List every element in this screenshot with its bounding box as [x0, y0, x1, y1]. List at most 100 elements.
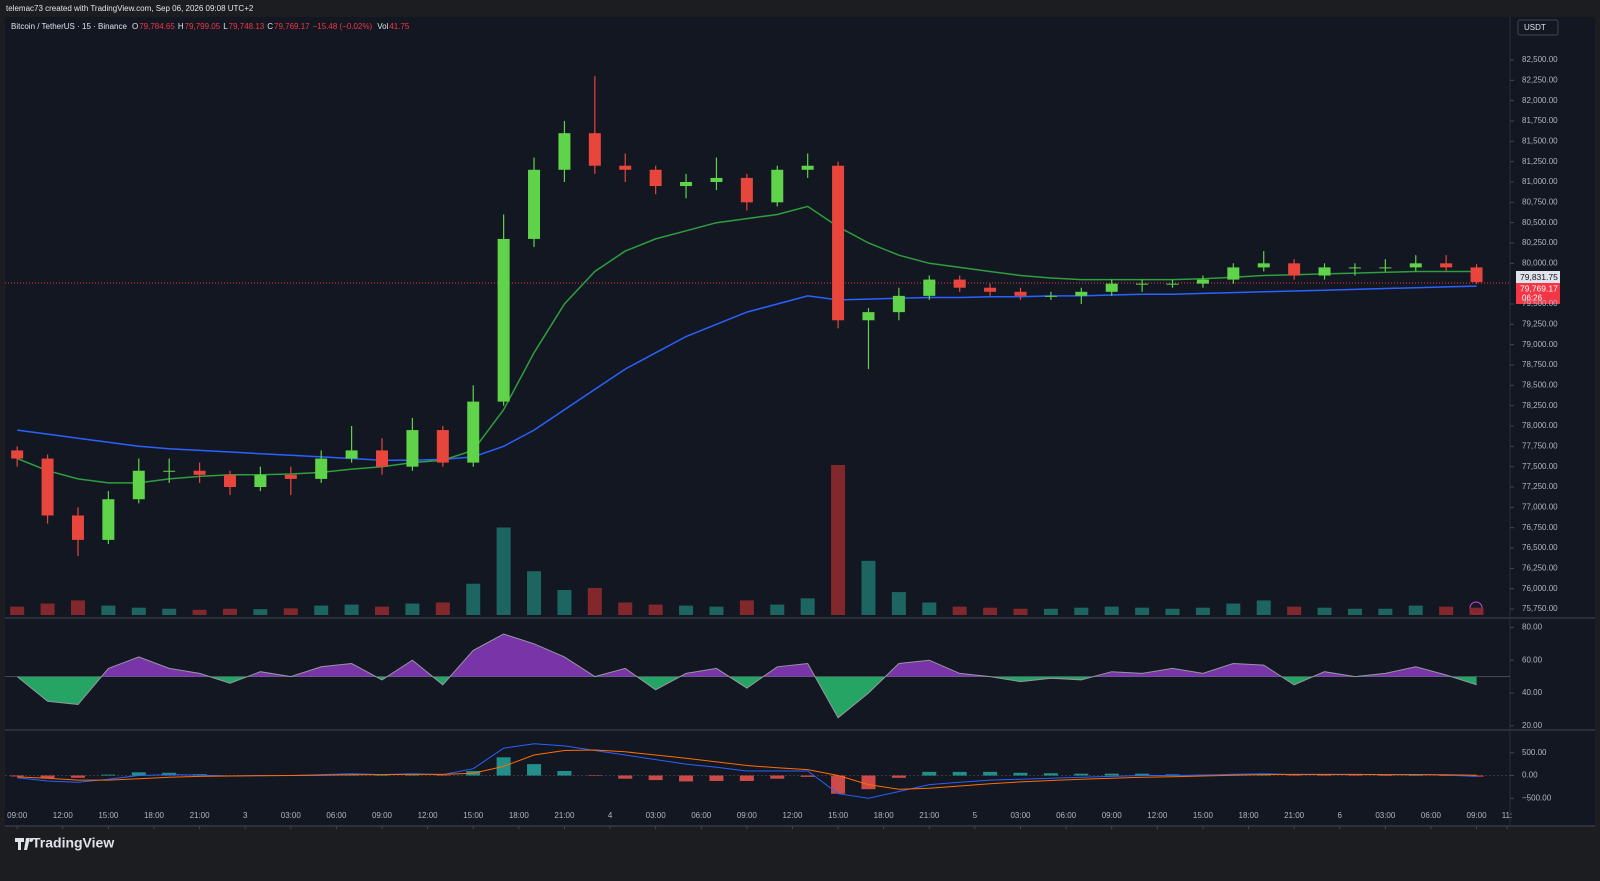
- candle-body: [892, 295, 905, 313]
- volume-bar: [1074, 607, 1089, 615]
- volume-bar: [800, 598, 815, 615]
- volume-bar: [922, 602, 937, 615]
- macd-histogram: [679, 775, 694, 782]
- x-tick-label: 5: [973, 811, 978, 820]
- ohlc-value: 79,799.05: [185, 22, 221, 31]
- chart-area: [5, 17, 1510, 825]
- macd-histogram: [861, 775, 876, 790]
- volume-bar: [861, 560, 876, 615]
- candle-body: [649, 169, 662, 187]
- volume-bar: [1439, 606, 1454, 615]
- y-tick-label: 20.00: [1522, 721, 1543, 730]
- candle-body: [1409, 263, 1422, 268]
- last-value-tag: 79,831.75: [1520, 272, 1558, 282]
- ohlc-value: 79,748.13: [229, 22, 265, 31]
- volume-bar: [192, 609, 207, 615]
- volume-bar: [891, 592, 906, 615]
- candle-body: [984, 287, 997, 292]
- x-tick-label: 18:00: [1239, 811, 1260, 820]
- symbol: Bitcoin / TetherUS · 15 · Binance: [11, 22, 127, 31]
- volume-bar: [283, 608, 298, 615]
- y-tick-label: 78,000.00: [1522, 421, 1558, 430]
- y-tick-label: 80,000.00: [1522, 258, 1558, 267]
- candle-body: [1379, 267, 1392, 269]
- volume-bar: [1256, 600, 1271, 615]
- volume-bar: [952, 606, 967, 615]
- volume-bar: [1347, 608, 1362, 615]
- macd-histogram: [101, 774, 116, 776]
- x-tick-label: 06:00: [691, 811, 712, 820]
- x-tick-label: 03:00: [646, 811, 667, 820]
- volume-bar: [618, 602, 633, 615]
- candle-body: [497, 238, 510, 402]
- x-tick-label: 21:00: [1284, 811, 1305, 820]
- candle-body: [1044, 295, 1057, 297]
- x-tick-label: 12:00: [1147, 811, 1168, 820]
- price-tag: 79,769.17: [1520, 283, 1558, 293]
- candle-body: [1348, 267, 1361, 269]
- currency-box[interactable]: [1517, 19, 1559, 36]
- x-tick-label: 09:00: [1467, 811, 1488, 820]
- watermark: telemac73 created with TradingView.com, …: [6, 4, 254, 13]
- volume-bar: [709, 606, 724, 615]
- y-tick-label: 82,000.00: [1522, 96, 1558, 105]
- candle-body: [193, 470, 206, 475]
- x-tick-label: 03:00: [281, 811, 302, 820]
- x-tick-label: 11:: [1502, 811, 1513, 820]
- volume-bar: [405, 603, 420, 615]
- x-tick-label: 12:00: [418, 811, 439, 820]
- volume-bar: [314, 605, 329, 615]
- candle-body: [1014, 291, 1027, 296]
- macd-histogram: [983, 771, 998, 776]
- x-tick-label: 06:00: [326, 811, 347, 820]
- candle-body: [862, 312, 875, 321]
- macd-histogram: [375, 775, 390, 777]
- volume-bar: [1104, 606, 1119, 615]
- macd-histogram: [831, 775, 846, 794]
- y-tick-label: 81,750.00: [1522, 116, 1558, 125]
- volume-bar: [435, 602, 450, 615]
- logo-mark: [15, 838, 34, 850]
- candle-body: [771, 169, 784, 203]
- macd-histogram: [10, 775, 25, 777]
- candle-body: [1075, 291, 1088, 296]
- candle-body: [832, 165, 845, 321]
- y-tick-label: 78,500.00: [1522, 380, 1558, 389]
- macd-histogram: [40, 775, 55, 779]
- candle-body: [467, 401, 480, 463]
- candle-body: [1166, 283, 1179, 285]
- ohlc-key: H: [178, 22, 184, 31]
- y-tick-label: 40.00: [1522, 688, 1543, 697]
- candle-body: [1257, 263, 1270, 268]
- volume-bar: [70, 600, 85, 615]
- volume-bar: [344, 604, 359, 615]
- y-tick-label: 77,500.00: [1522, 462, 1558, 471]
- y-tick-label: 500.00: [1522, 748, 1547, 757]
- macd-histogram: [1135, 773, 1150, 776]
- macd-histogram: [800, 775, 815, 777]
- candle-body: [801, 165, 814, 170]
- y-tick-label: 80,750.00: [1522, 197, 1558, 206]
- volume-bar: [679, 605, 694, 615]
- volume-bar: [557, 590, 572, 615]
- macd-histogram: [587, 775, 602, 777]
- x-tick-label: 09:00: [1102, 811, 1123, 820]
- candle-body: [710, 177, 723, 182]
- y-tick-label: 76,250.00: [1522, 563, 1558, 572]
- currency[interactable]: USDT: [1524, 23, 1546, 32]
- candle-body: [1288, 263, 1301, 276]
- candle-body: [1470, 267, 1483, 283]
- candle-body: [163, 470, 176, 472]
- y-tick-label: 77,000.00: [1522, 502, 1558, 511]
- volume-bar: [587, 587, 602, 615]
- candle-body: [254, 474, 267, 488]
- volume-bar: [1408, 605, 1423, 615]
- vol-value: 41.75: [389, 22, 410, 31]
- y-tick-label: 79,250.00: [1522, 319, 1558, 328]
- volume-bar: [162, 608, 177, 615]
- candle-body: [41, 458, 54, 516]
- macd-histogram: [1378, 775, 1393, 777]
- change: −15.48 (−0.02%): [313, 22, 373, 31]
- macd-histogram: [618, 775, 633, 779]
- signal-line: [17, 749, 1477, 790]
